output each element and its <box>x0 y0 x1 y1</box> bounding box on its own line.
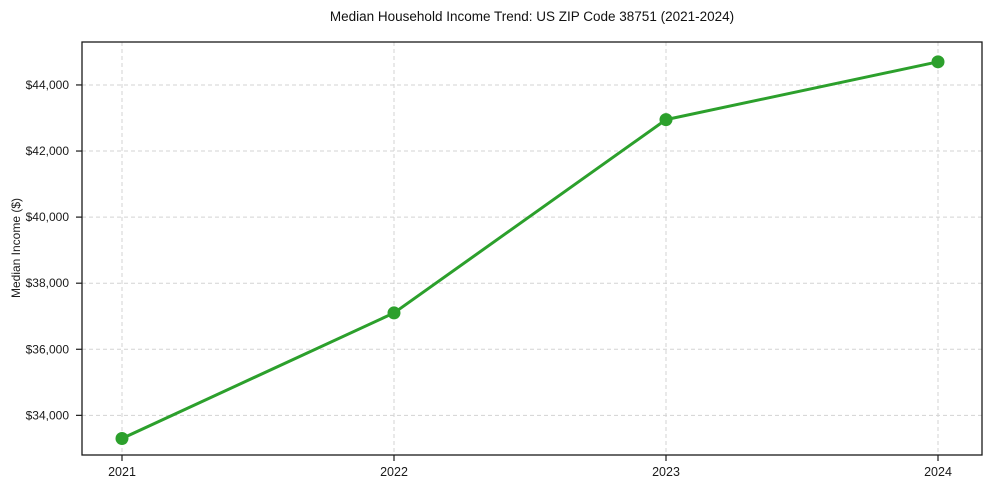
y-axis-label: Median Income ($) <box>9 198 23 298</box>
x-tick-label: 2024 <box>924 465 952 479</box>
income-line-series <box>115 55 945 445</box>
data-point-2023 <box>659 113 673 127</box>
y-tick-label: $44,000 <box>26 78 70 92</box>
y-tick-label: $40,000 <box>26 210 70 224</box>
y-tick-label: $34,000 <box>26 408 70 422</box>
data-point-2021 <box>115 431 129 445</box>
axis-ticks <box>76 84 939 461</box>
y-tick-label: $38,000 <box>26 276 70 290</box>
x-tick-label: 2023 <box>652 465 680 479</box>
x-tick-label: 2022 <box>380 465 408 479</box>
y-tick-label: $36,000 <box>26 342 70 356</box>
axis-tick-labels: 2021 2022 2023 2024 $34,000 $36,000 $38,000 $40… <box>26 78 952 479</box>
plot-border <box>81 41 983 456</box>
data-point-2022 <box>387 306 401 320</box>
x-tick-label: 2021 <box>108 465 136 479</box>
y-tick-label: $42,000 <box>26 144 70 158</box>
chart-title: Median Household Income Trend: US ZIP Co… <box>330 9 734 24</box>
data-point-2024 <box>931 55 945 69</box>
trend-line <box>120 60 940 440</box>
